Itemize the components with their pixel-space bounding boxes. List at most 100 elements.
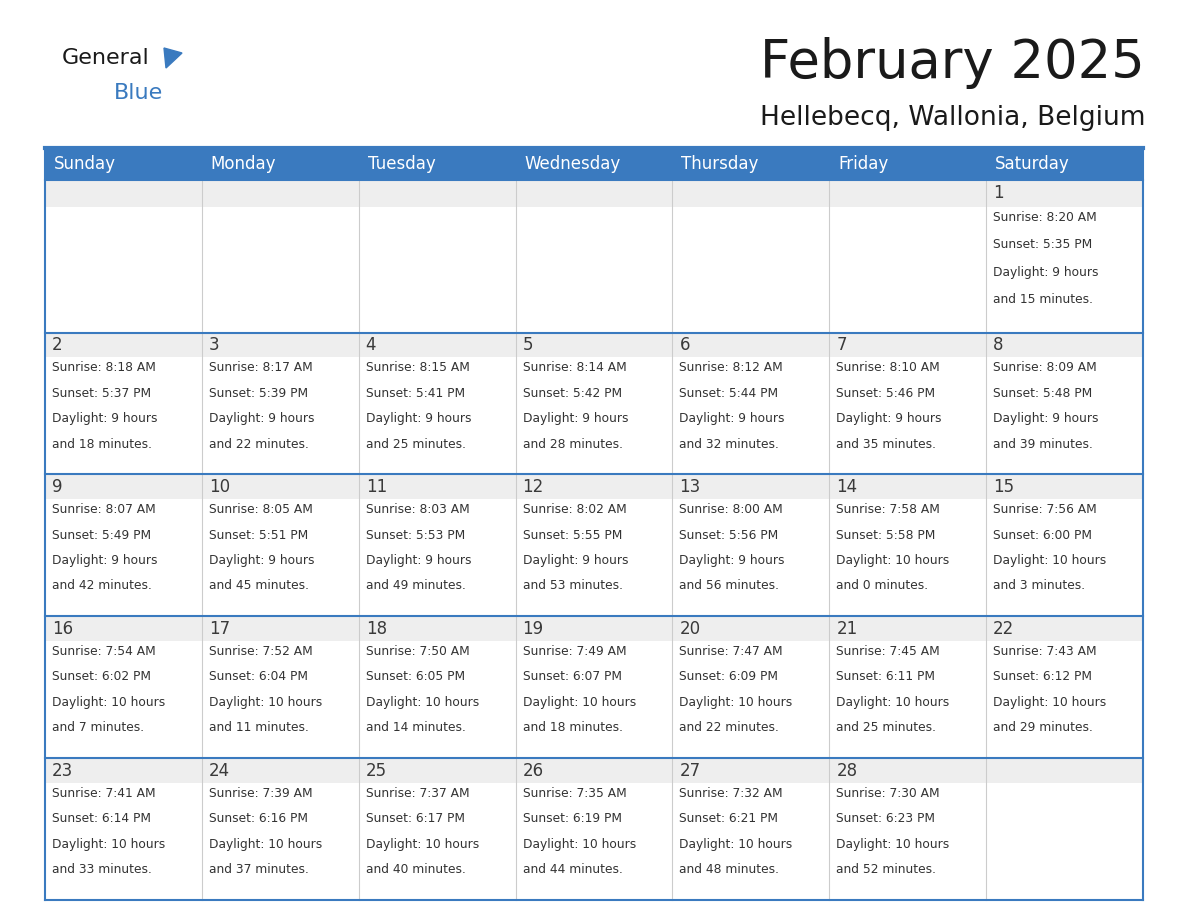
Bar [672, 180, 829, 207]
Bar [45, 332, 202, 475]
Text: and 18 minutes.: and 18 minutes. [52, 438, 152, 451]
Bar [202, 475, 359, 499]
Text: Sunrise: 8:10 AM: Sunrise: 8:10 AM [836, 362, 940, 375]
Text: Sunset: 5:41 PM: Sunset: 5:41 PM [366, 386, 465, 400]
Text: and 11 minutes.: and 11 minutes. [209, 722, 309, 734]
Text: Sunset: 5:46 PM: Sunset: 5:46 PM [836, 386, 935, 400]
Text: Daylight: 9 hours: Daylight: 9 hours [993, 265, 1099, 278]
Bar [516, 758, 672, 900]
Bar [672, 758, 829, 783]
Text: Sunrise: 8:15 AM: Sunrise: 8:15 AM [366, 362, 469, 375]
Text: 6: 6 [680, 336, 690, 354]
Bar [829, 180, 986, 207]
Bar [516, 616, 672, 758]
Text: Daylight: 9 hours: Daylight: 9 hours [52, 554, 158, 567]
Text: Sunset: 6:00 PM: Sunset: 6:00 PM [993, 529, 1092, 542]
Text: Daylight: 9 hours: Daylight: 9 hours [523, 412, 628, 425]
Bar [202, 758, 359, 900]
Text: and 32 minutes.: and 32 minutes. [680, 438, 779, 451]
Text: and 42 minutes.: and 42 minutes. [52, 579, 152, 592]
Bar [672, 758, 829, 900]
Text: 4: 4 [366, 336, 377, 354]
Text: Wednesday: Wednesday [525, 155, 621, 173]
Text: and 18 minutes.: and 18 minutes. [523, 722, 623, 734]
Bar [829, 180, 986, 332]
Text: Daylight: 10 hours: Daylight: 10 hours [523, 838, 636, 851]
Bar [45, 616, 202, 758]
Bar [986, 332, 1143, 475]
Polygon shape [164, 48, 182, 68]
Bar [359, 616, 516, 641]
Text: Daylight: 10 hours: Daylight: 10 hours [836, 696, 949, 709]
Text: 10: 10 [209, 478, 230, 496]
Text: Sunset: 6:19 PM: Sunset: 6:19 PM [523, 812, 621, 825]
Bar [359, 616, 516, 758]
Text: and 25 minutes.: and 25 minutes. [836, 722, 936, 734]
Bar [986, 148, 1143, 180]
Bar [829, 332, 986, 475]
Bar [829, 758, 986, 900]
Text: Sunset: 5:48 PM: Sunset: 5:48 PM [993, 386, 1093, 400]
Text: 24: 24 [209, 762, 230, 779]
Text: and 7 minutes.: and 7 minutes. [52, 722, 144, 734]
Text: and 39 minutes.: and 39 minutes. [993, 438, 1093, 451]
Text: and 40 minutes.: and 40 minutes. [366, 863, 466, 876]
Bar [516, 475, 672, 616]
Bar [202, 148, 359, 180]
Text: Daylight: 10 hours: Daylight: 10 hours [523, 696, 636, 709]
Text: Sunset: 5:39 PM: Sunset: 5:39 PM [209, 386, 308, 400]
Text: Sunset: 5:42 PM: Sunset: 5:42 PM [523, 386, 621, 400]
Text: Sunset: 5:51 PM: Sunset: 5:51 PM [209, 529, 308, 542]
Bar [986, 180, 1143, 332]
Text: Daylight: 9 hours: Daylight: 9 hours [209, 554, 315, 567]
Text: Daylight: 9 hours: Daylight: 9 hours [523, 554, 628, 567]
Text: Daylight: 10 hours: Daylight: 10 hours [209, 696, 322, 709]
Bar [672, 332, 829, 475]
Text: Sunrise: 8:03 AM: Sunrise: 8:03 AM [366, 503, 469, 516]
Text: 27: 27 [680, 762, 701, 779]
Text: Sunrise: 7:49 AM: Sunrise: 7:49 AM [523, 645, 626, 658]
Text: Daylight: 10 hours: Daylight: 10 hours [993, 554, 1106, 567]
Bar [202, 758, 359, 783]
Text: and 0 minutes.: and 0 minutes. [836, 579, 928, 592]
Text: Saturday: Saturday [996, 155, 1070, 173]
Text: Sunrise: 7:50 AM: Sunrise: 7:50 AM [366, 645, 469, 658]
Text: and 3 minutes.: and 3 minutes. [993, 579, 1086, 592]
Text: Sunrise: 8:02 AM: Sunrise: 8:02 AM [523, 503, 626, 516]
Text: Sunrise: 7:39 AM: Sunrise: 7:39 AM [209, 787, 312, 800]
Bar [359, 148, 516, 180]
Bar [516, 180, 672, 207]
Text: Monday: Monday [210, 155, 277, 173]
Text: Sunrise: 7:35 AM: Sunrise: 7:35 AM [523, 787, 626, 800]
Bar [672, 616, 829, 641]
Text: and 22 minutes.: and 22 minutes. [209, 438, 309, 451]
Text: Sunset: 5:55 PM: Sunset: 5:55 PM [523, 529, 623, 542]
Text: Daylight: 10 hours: Daylight: 10 hours [52, 696, 165, 709]
Text: Sunset: 6:23 PM: Sunset: 6:23 PM [836, 812, 935, 825]
Text: Sunrise: 7:54 AM: Sunrise: 7:54 AM [52, 645, 156, 658]
Bar [359, 332, 516, 475]
Bar [986, 616, 1143, 641]
Bar [45, 758, 202, 900]
Text: and 44 minutes.: and 44 minutes. [523, 863, 623, 876]
Text: 26: 26 [523, 762, 544, 779]
Text: 12: 12 [523, 478, 544, 496]
Bar [829, 616, 986, 758]
Bar [359, 758, 516, 783]
Text: Sunset: 6:21 PM: Sunset: 6:21 PM [680, 812, 778, 825]
Bar [672, 180, 829, 332]
Bar [516, 332, 672, 475]
Text: Sunrise: 7:52 AM: Sunrise: 7:52 AM [209, 645, 312, 658]
Text: 7: 7 [836, 336, 847, 354]
Bar [672, 148, 829, 180]
Text: Friday: Friday [839, 155, 889, 173]
Bar [45, 758, 202, 783]
Text: 1: 1 [993, 185, 1004, 202]
Text: Daylight: 10 hours: Daylight: 10 hours [836, 554, 949, 567]
Bar [829, 148, 986, 180]
Text: 15: 15 [993, 478, 1015, 496]
Bar [45, 475, 202, 499]
Text: Daylight: 9 hours: Daylight: 9 hours [680, 412, 785, 425]
Text: Sunrise: 7:56 AM: Sunrise: 7:56 AM [993, 503, 1097, 516]
Text: Sunrise: 7:45 AM: Sunrise: 7:45 AM [836, 645, 940, 658]
